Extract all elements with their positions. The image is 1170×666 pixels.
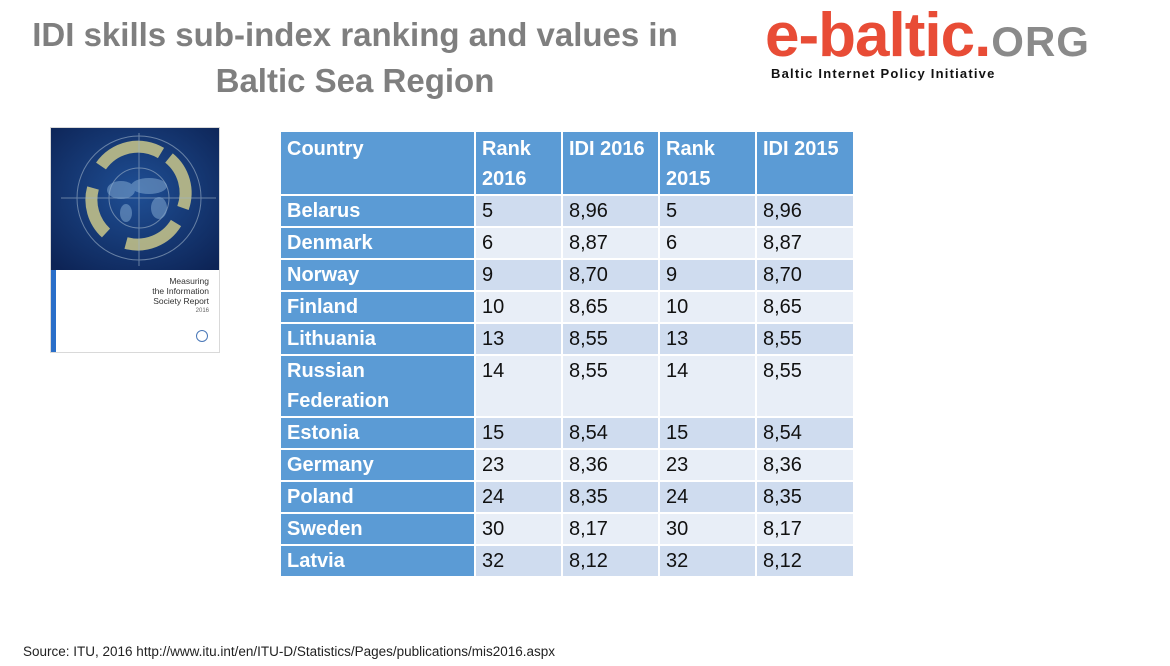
cover-year: 2016 xyxy=(195,308,209,314)
country-cell: Lithuania xyxy=(281,324,474,354)
cover-title-line-1: Measuring xyxy=(169,276,209,286)
itu-badge-icon xyxy=(196,330,208,342)
rank-2016-cell: 32 xyxy=(476,546,561,576)
table-row: Germany 23 8,36 23 8,36 xyxy=(281,450,853,480)
rank-2016-cell: 9 xyxy=(476,260,561,290)
cover-title-line-2: the Information xyxy=(152,286,209,296)
rank-2016-cell: 13 xyxy=(476,324,561,354)
table-row: Finland 10 8,65 10 8,65 xyxy=(281,292,853,322)
page-title: IDI skills sub-index ranking and values … xyxy=(0,12,710,104)
country-cell: Latvia xyxy=(281,546,474,576)
idi-2016-cell: 8,87 xyxy=(563,228,658,258)
idi-2016-cell: 8,36 xyxy=(563,450,658,480)
cover-title: Measuring the Information Society Report xyxy=(89,276,209,306)
table-row: Russian Federation 14 8,55 14 8,55 xyxy=(281,356,853,416)
idi-2016-cell: 8,17 xyxy=(563,514,658,544)
rank-2015-cell: 14 xyxy=(660,356,755,416)
header-rank-2015: Rank 2015 xyxy=(660,132,755,194)
idi-2015-cell: 8,12 xyxy=(757,546,853,576)
table-row: Estonia 15 8,54 15 8,54 xyxy=(281,418,853,448)
header-idi-2016: IDI 2016 xyxy=(563,132,658,194)
table-row: Belarus 5 8,96 5 8,96 xyxy=(281,196,853,226)
rank-2015-cell: 6 xyxy=(660,228,755,258)
country-cell: Poland xyxy=(281,482,474,512)
table-row: Norway 9 8,70 9 8,70 xyxy=(281,260,853,290)
logo-name: e-baltic xyxy=(765,1,975,70)
header-idi-2015: IDI 2015 xyxy=(757,132,853,194)
idi-2015-cell: 8,96 xyxy=(757,196,853,226)
rank-2016-cell: 15 xyxy=(476,418,561,448)
e-baltic-logo: e-baltic.ORG Baltic Internet Policy Init… xyxy=(765,5,1165,83)
idi-2016-cell: 8,96 xyxy=(563,196,658,226)
cover-globe-art xyxy=(51,128,219,270)
idi-2016-cell: 8,35 xyxy=(563,482,658,512)
idi-2015-cell: 8,55 xyxy=(757,324,853,354)
report-cover-image: Measuring the Information Society Report… xyxy=(50,127,220,353)
country-cell: Norway xyxy=(281,260,474,290)
idi-2015-cell: 8,54 xyxy=(757,418,853,448)
country-cell: Germany xyxy=(281,450,474,480)
table-row: Lithuania 13 8,55 13 8,55 xyxy=(281,324,853,354)
rank-2015-cell: 15 xyxy=(660,418,755,448)
rank-2015-cell: 32 xyxy=(660,546,755,576)
header-country: Country xyxy=(281,132,474,194)
rank-2016-cell: 5 xyxy=(476,196,561,226)
country-cell: Finland xyxy=(281,292,474,322)
rank-2015-cell: 9 xyxy=(660,260,755,290)
country-cell: Denmark xyxy=(281,228,474,258)
rank-2015-cell: 13 xyxy=(660,324,755,354)
rank-2015-cell: 23 xyxy=(660,450,755,480)
source-citation: Source: ITU, 2016 http://www.itu.int/en/… xyxy=(23,644,555,659)
rank-2016-cell: 23 xyxy=(476,450,561,480)
idi-2015-cell: 8,65 xyxy=(757,292,853,322)
idi-2016-cell: 8,70 xyxy=(563,260,658,290)
table-header-row: Country Rank 2016 IDI 2016 Rank 2015 IDI… xyxy=(281,132,853,194)
rank-2015-cell: 24 xyxy=(660,482,755,512)
idi-2016-cell: 8,12 xyxy=(563,546,658,576)
logo-dot: . xyxy=(974,1,992,70)
cover-title-line-3: Society Report xyxy=(153,296,209,306)
idi-2015-cell: 8,35 xyxy=(757,482,853,512)
rank-2016-cell: 10 xyxy=(476,292,561,322)
table-row: Latvia 32 8,12 32 8,12 xyxy=(281,546,853,576)
title-line-1: IDI skills sub-index ranking and values … xyxy=(32,16,678,53)
cover-stripe xyxy=(51,270,56,352)
idi-2016-cell: 8,55 xyxy=(563,324,658,354)
title-line-2: Baltic Sea Region xyxy=(215,62,495,99)
idi-2015-cell: 8,36 xyxy=(757,450,853,480)
idi-2016-cell: 8,55 xyxy=(563,356,658,416)
table-row: Poland 24 8,35 24 8,35 xyxy=(281,482,853,512)
header-rank-2016: Rank 2016 xyxy=(476,132,561,194)
rank-2015-cell: 30 xyxy=(660,514,755,544)
rank-2016-cell: 30 xyxy=(476,514,561,544)
rank-2015-cell: 5 xyxy=(660,196,755,226)
logo-tagline: Baltic Internet Policy Initiative xyxy=(771,66,996,81)
country-cell: Belarus xyxy=(281,196,474,226)
rank-2016-cell: 14 xyxy=(476,356,561,416)
idi-2015-cell: 8,70 xyxy=(757,260,853,290)
rank-2015-cell: 10 xyxy=(660,292,755,322)
idi-2016-cell: 8,65 xyxy=(563,292,658,322)
rank-2016-cell: 24 xyxy=(476,482,561,512)
idi-2016-cell: 8,54 xyxy=(563,418,658,448)
table-row: Sweden 30 8,17 30 8,17 xyxy=(281,514,853,544)
idi-2015-cell: 8,87 xyxy=(757,228,853,258)
idi-ranking-table: Country Rank 2016 IDI 2016 Rank 2015 IDI… xyxy=(279,130,855,578)
rank-2016-cell: 6 xyxy=(476,228,561,258)
country-cell: Russian Federation xyxy=(281,356,474,416)
table-row: Denmark 6 8,87 6 8,87 xyxy=(281,228,853,258)
logo-wordmark: e-baltic.ORG xyxy=(765,5,1090,80)
country-cell: Sweden xyxy=(281,514,474,544)
country-cell: Estonia xyxy=(281,418,474,448)
idi-2015-cell: 8,17 xyxy=(757,514,853,544)
logo-org: ORG xyxy=(991,18,1090,65)
idi-2015-cell: 8,55 xyxy=(757,356,853,416)
